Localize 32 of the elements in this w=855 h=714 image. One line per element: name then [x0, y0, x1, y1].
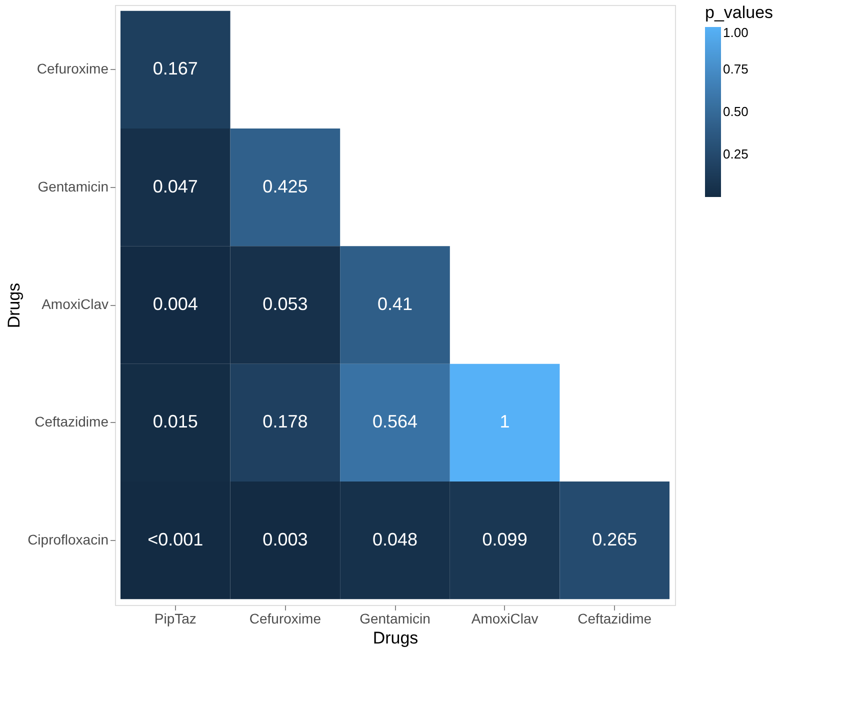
x-tick-label: Cefuroxime: [249, 610, 322, 626]
data-label: 0.178: [262, 412, 308, 432]
data-label: 0.099: [482, 529, 528, 550]
data-label: 0.053: [262, 294, 308, 314]
y-axis-title: Drugs: [4, 282, 24, 328]
data-label: <0.001: [148, 529, 204, 550]
data-label: 0.564: [372, 412, 418, 432]
data-label: 0.048: [372, 529, 418, 550]
color-bar-label: 1.00: [723, 25, 748, 40]
color-bar-label: 0.75: [723, 62, 748, 76]
x-tick-label: PipTaz: [154, 610, 196, 626]
y-tick-label: Cefuroxime: [36, 60, 109, 77]
y-tick-label: AmoxiClav: [42, 296, 108, 312]
data-label: 1: [500, 412, 510, 432]
y-tick-label: Ceftazidime: [34, 414, 109, 430]
data-label: 0.167: [152, 58, 198, 79]
y-tick-label: Gentamicin: [38, 178, 108, 194]
x-tick-label: AmoxiClav: [471, 610, 538, 626]
color-bar-label: 0.50: [723, 104, 748, 119]
x-tick-label: Gentamicin: [360, 610, 430, 626]
y-tick-label: Ciprofloxacin: [28, 531, 108, 548]
data-label: 0.015: [152, 412, 198, 432]
x-axis-title: Drugs: [372, 628, 418, 648]
data-label: 0.41: [377, 294, 413, 314]
data-label: 0.425: [262, 176, 308, 196]
x-tick-label: Ceftazidime: [578, 610, 652, 626]
color-bar-label: 0.25: [723, 146, 748, 162]
legend-title: p_values: [705, 3, 774, 22]
data-label: 0.265: [592, 529, 638, 550]
data-label: 0.004: [152, 294, 198, 314]
data-label: 0.047: [152, 176, 198, 196]
data-label: 0.003: [262, 529, 308, 550]
